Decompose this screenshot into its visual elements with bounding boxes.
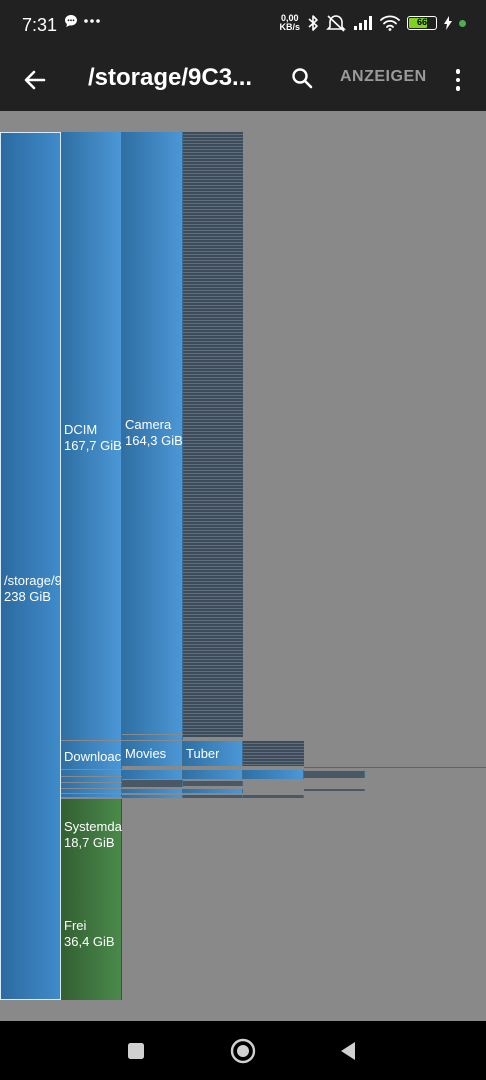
- mute-icon: [326, 15, 346, 32]
- overflow-menu-button[interactable]: [448, 64, 468, 96]
- free-size: 36,4 GiB: [64, 934, 115, 949]
- system-label: Systemda 18,7 GiB: [64, 819, 122, 851]
- treemap-folder-block[interactable]: [304, 771, 365, 778]
- free-name: Frei: [64, 918, 87, 933]
- treemap-folder-block[interactable]: [61, 789, 122, 793]
- camera-size: 164,3 GiB: [125, 433, 183, 448]
- treemap-folder-block[interactable]: [183, 781, 243, 786]
- back-button[interactable]: [20, 65, 50, 95]
- status-notification-icons: [64, 14, 100, 28]
- treemap-folder-block[interactable]: [61, 777, 122, 782]
- treemap-files-block[interactable]: [243, 741, 304, 766]
- battery-fill: [409, 18, 428, 28]
- status-time: 7:31: [22, 15, 58, 35]
- camera-label: Camera 164,3 GiB: [125, 417, 183, 449]
- treemap-folder-block[interactable]: [122, 789, 183, 793]
- charging-icon: [444, 16, 452, 30]
- network-speed-unit: KB/s: [279, 22, 300, 32]
- treemap-folder-block[interactable]: [122, 735, 183, 740]
- treemap-folder-block[interactable]: [61, 770, 122, 776]
- battery-level: 66: [416, 17, 427, 27]
- back-triangle-icon: [341, 1042, 355, 1060]
- home-button[interactable]: [227, 1035, 259, 1067]
- bluetooth-icon: [308, 15, 318, 31]
- treemap-folder-block[interactable]: [122, 770, 183, 779]
- treemap-folder-block[interactable]: [61, 783, 122, 788]
- show-button[interactable]: ANZEIGEN: [340, 68, 427, 85]
- dcim-label: DCIM 167,7 GiB: [64, 422, 122, 454]
- treemap-dcim-block[interactable]: DCIM 167,7 GiB: [61, 132, 122, 740]
- signal-icon: [354, 16, 372, 30]
- treemap-folder-block[interactable]: [243, 795, 304, 798]
- dcim-name: DCIM: [64, 422, 98, 437]
- search-icon: [292, 68, 313, 89]
- nav-back-button[interactable]: [332, 1035, 364, 1067]
- treemap-folder-block[interactable]: [183, 770, 243, 779]
- treemap-folder-block[interactable]: [61, 794, 122, 797]
- system-nav-bar: [0, 1021, 486, 1080]
- treemap-folder-block[interactable]: [122, 795, 183, 798]
- movies-name: Movies: [125, 746, 167, 761]
- dcim-size: 167,7 GiB: [64, 438, 122, 453]
- battery-icon: 66: [407, 16, 437, 30]
- treemap-camera-block[interactable]: Camera 164,3 GiB: [122, 132, 183, 734]
- status-bar: 7:31 0,00 KB/s 66: [0, 0, 486, 50]
- status-system-icons: 0,00 KB/s 66: [279, 14, 466, 32]
- treemap-system-block[interactable]: Systemda 18,7 GiB: [61, 799, 122, 867]
- download-name: Downloac: [64, 749, 122, 764]
- wifi-icon: [380, 15, 400, 31]
- treemap-folder-block[interactable]: [122, 780, 183, 787]
- recents-button[interactable]: [120, 1035, 152, 1067]
- treemap-folder-block[interactable]: [243, 770, 304, 779]
- treemap-files-block[interactable]: [183, 132, 243, 737]
- home-circle-icon: [230, 1038, 256, 1064]
- storage-treemap: /storage/9 238 GiB DCIM 167,7 GiB Downlo…: [0, 111, 486, 1021]
- treemap-folder-block[interactable]: [183, 795, 243, 798]
- recents-square-icon: [128, 1043, 144, 1059]
- search-button[interactable]: [286, 62, 318, 94]
- tuber-name: Tuber: [186, 746, 220, 761]
- root-size: 238 GiB: [4, 589, 51, 604]
- app-toolbar: /storage/9C3... ANZEIGEN: [0, 50, 486, 111]
- network-speed-value: 0,00: [280, 13, 299, 23]
- root-name: /storage/9: [4, 573, 62, 588]
- free-label: Frei 36,4 GiB: [64, 918, 115, 950]
- treemap-movies-block[interactable]: Movies: [122, 741, 183, 766]
- camera-name: Camera: [125, 417, 172, 432]
- back-arrow-icon: [24, 70, 46, 90]
- more-notifications-icon: [84, 19, 100, 23]
- treemap-folder-block[interactable]: [183, 789, 243, 793]
- system-name: Systemda: [64, 819, 122, 834]
- treemap-root-block[interactable]: /storage/9 238 GiB: [0, 132, 62, 1000]
- root-label: /storage/9 238 GiB: [4, 573, 62, 605]
- privacy-indicator-dot: [459, 19, 466, 27]
- overflow-menu-icon: [455, 69, 461, 74]
- network-speed: 0,00 KB/s: [279, 14, 300, 32]
- system-size: 18,7 GiB: [64, 835, 115, 850]
- treemap-tuber-block[interactable]: Tuber: [183, 741, 243, 766]
- chat-bubble-icon: [65, 15, 77, 27]
- treemap-download-block[interactable]: Downloac: [61, 741, 122, 769]
- treemap-deep-path-line: [304, 767, 486, 768]
- page-title: /storage/9C3...: [88, 64, 253, 91]
- treemap-folder-block[interactable]: [304, 789, 365, 791]
- treemap-free-block[interactable]: Frei 36,4 GiB: [61, 867, 122, 1000]
